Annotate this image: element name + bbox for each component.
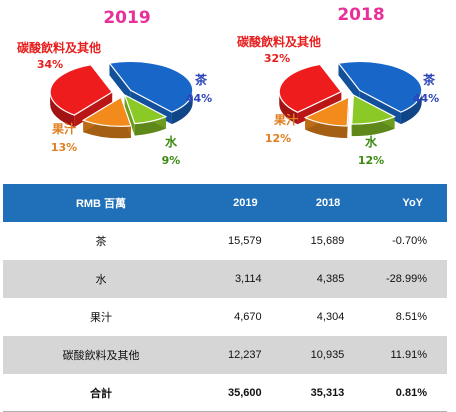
header-2019: 2019 <box>199 184 282 222</box>
total-label: 合計 <box>3 374 199 412</box>
pie-label-value: 12% <box>265 132 291 145</box>
table-row: 果汁 4,670 4,304 8.51% <box>3 298 447 336</box>
pie-charts: 2019 茶 44% 水 9% 果汁 13% 碳酸飲料及其他 34% 2018 茶 44% 水 12% 果汁… <box>17 5 439 167</box>
header-category: RMB 百萬 <box>3 184 199 222</box>
cell-yoy: 8.51% <box>395 311 427 323</box>
pie-label-value: 9% <box>162 154 181 167</box>
table-row: 水 3,114 4,385 -28.99% <box>3 260 447 298</box>
table-row: 碳酸飲料及其他 12,237 10,935 11.91% <box>3 336 447 374</box>
pie-slice-edge <box>109 63 131 103</box>
pie-slice <box>49 64 114 116</box>
pie-slice-side <box>279 91 298 125</box>
pie-label-value: 34% <box>37 58 63 71</box>
table-total-row: 合計 35,600 35,313 0.81% <box>3 374 447 412</box>
pie-label-name: 茶 <box>422 72 436 87</box>
pie-label-name: 水 <box>365 134 378 149</box>
cell-category: 碳酸飲料及其他 <box>3 336 199 374</box>
cell-category: 果汁 <box>90 312 112 324</box>
pie-label-name: 碳酸飲料及其他 <box>17 40 101 55</box>
header-2018: 2018 <box>281 184 365 222</box>
pie-slice <box>303 96 350 127</box>
pie-title: 2019 <box>103 8 150 28</box>
pie-label-value: 44% <box>186 92 212 105</box>
pie-chart-1: 2018 茶 44% 水 12% 果汁 12% 碳酸飲料及其他 32% <box>237 5 439 167</box>
cell-yoy: 11.91% <box>364 336 447 374</box>
pie-slice <box>337 60 423 113</box>
total-2018: 35,313 <box>281 374 365 412</box>
cell-2019: 3,114 <box>199 260 282 298</box>
pie-slice <box>351 94 396 125</box>
cell-2018: 4,304 <box>316 311 345 323</box>
pie-label-name: 水 <box>165 134 178 149</box>
cell-yoy: -28.99% <box>364 260 447 298</box>
cell-yoy: -0.70% <box>392 235 427 247</box>
table-row: 茶 15,579 15,689 -0.70% <box>3 222 447 260</box>
pie-label-name: 茶 <box>194 72 208 87</box>
cell-2018: 10,935 <box>281 336 365 374</box>
revenue-table: RMB 百萬 2019 2018 YoY 茶 15,579 15,689 -0.… <box>3 184 447 412</box>
total-yoy: 0.81% <box>364 374 447 412</box>
header-yoy: YoY <box>364 184 447 222</box>
table-header-row: RMB 百萬 2019 2018 YoY <box>3 184 447 222</box>
pie-slice <box>278 63 343 113</box>
cell-category: 水 <box>3 260 199 298</box>
cell-2019: 4,670 <box>234 311 262 323</box>
cell-2019: 12,237 <box>199 336 282 374</box>
pie-slice <box>108 60 194 113</box>
pie-label-value: 44% <box>413 92 439 105</box>
pie-slice-edge <box>338 63 360 103</box>
pie-label-value: 12% <box>358 154 384 167</box>
pie-label-name: 果汁 <box>51 121 76 136</box>
pie-slice <box>81 96 132 127</box>
pie-label-value: 32% <box>264 52 290 65</box>
pie-slice <box>123 93 168 125</box>
pie-label-value: 13% <box>51 141 77 154</box>
pie-title: 2018 <box>337 5 384 25</box>
pie-chart-0: 2019 茶 44% 水 9% 果汁 13% 碳酸飲料及其他 34% <box>17 8 212 167</box>
cell-2019: 15,579 <box>228 235 262 247</box>
cell-category: 茶 <box>95 236 107 248</box>
pie-label-name: 碳酸飲料及其他 <box>237 34 321 49</box>
pie-slice-edge <box>74 92 113 128</box>
pie-slice-edge <box>124 94 135 136</box>
cell-2018: 15,689 <box>310 235 345 247</box>
total-2019: 35,600 <box>199 374 282 412</box>
cell-2018: 4,385 <box>281 260 365 298</box>
pie-label-name: 果汁 <box>273 112 298 127</box>
